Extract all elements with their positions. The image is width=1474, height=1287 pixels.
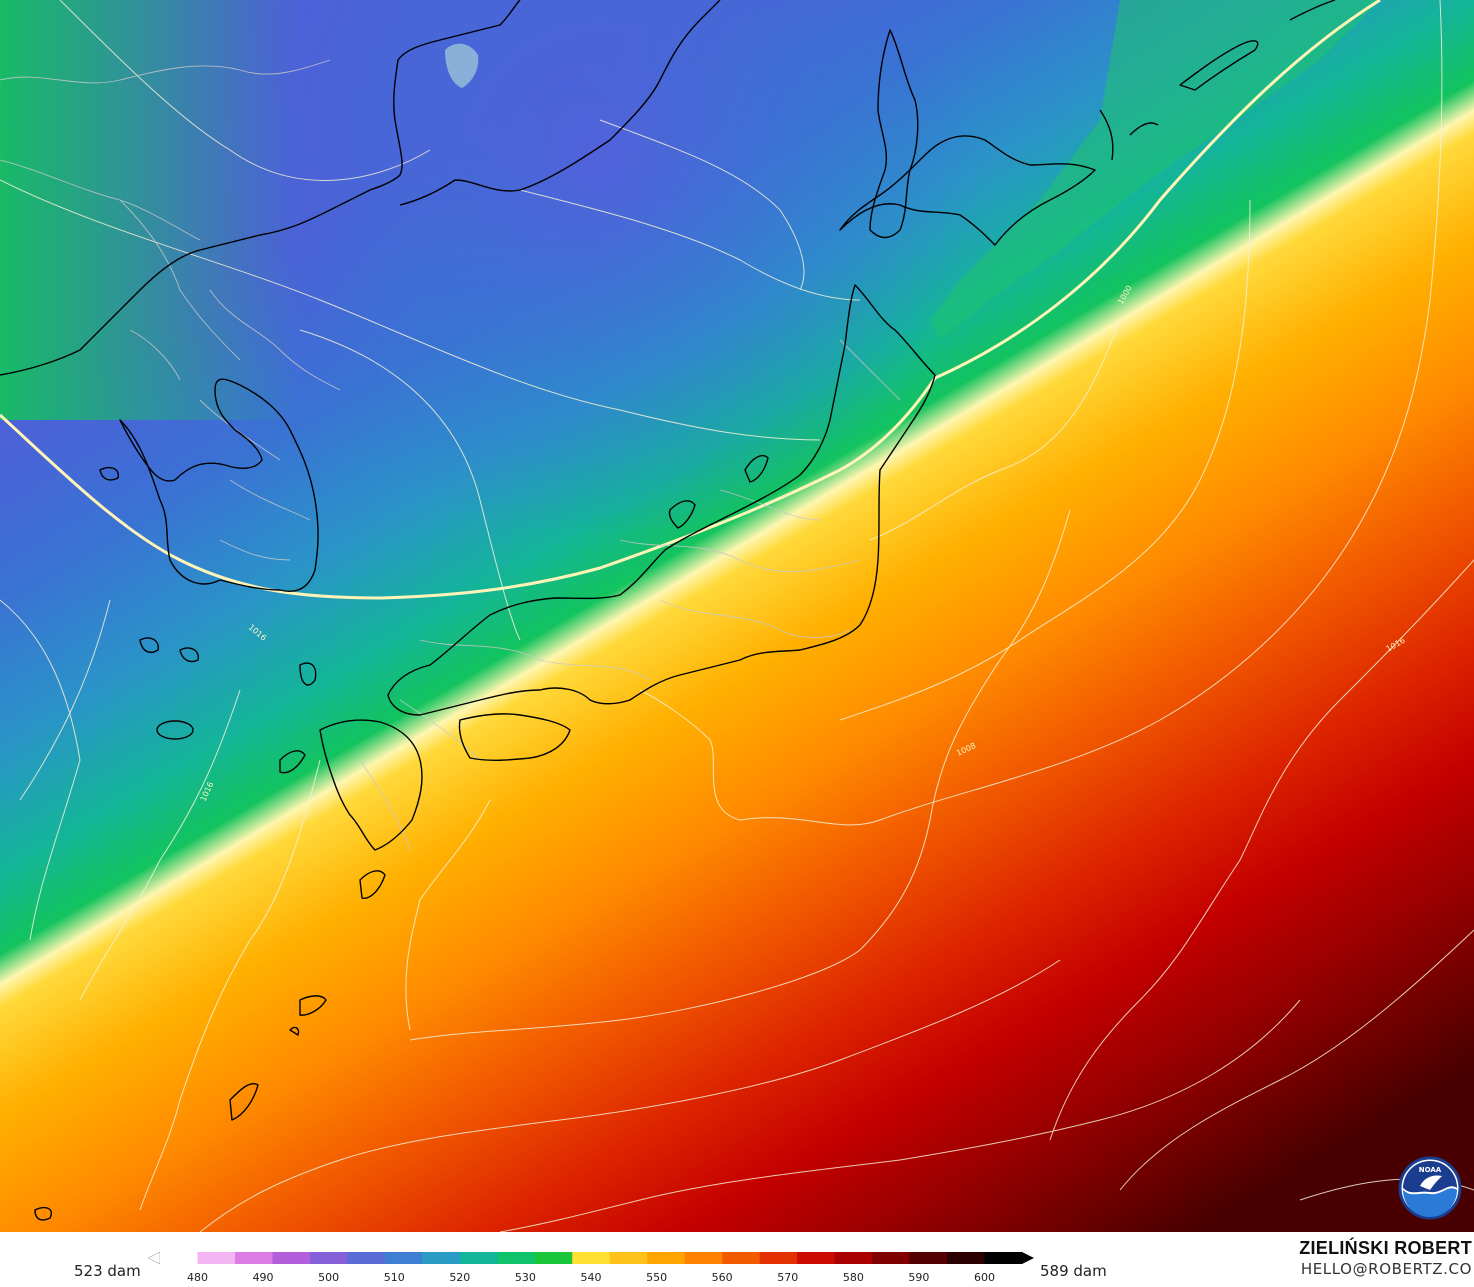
- legend-footer: 523 dam 480 490 500 510 520 530 540 550 560 570 58…: [0, 1232, 1474, 1287]
- low-center: [180, 0, 1020, 530]
- coast-shikoku: [458, 713, 571, 761]
- coast-kyushu: [319, 719, 423, 851]
- coast-okinawa: [299, 995, 327, 1016]
- coast-noto: [668, 500, 696, 529]
- lake-khanka: [445, 43, 479, 88]
- colorbar-segment: [572, 1252, 611, 1264]
- colorbar-tick-label: 540: [581, 1271, 602, 1284]
- colorbar-segment: [909, 1252, 948, 1264]
- colorbar-segment: [422, 1252, 461, 1264]
- max-value-label: 589 dam: [1040, 1262, 1107, 1280]
- colorbar-segment: [272, 1252, 311, 1264]
- colorbar-tick-label: 600: [974, 1271, 995, 1284]
- geopotential-map: 1000 1008 1016 1016 1016: [0, 0, 1474, 1232]
- colorbar-segment: [872, 1252, 911, 1264]
- colorbar-segment: [197, 1252, 236, 1264]
- colorbar-segment: [759, 1252, 798, 1264]
- colorbar-arrow-high: [1022, 1252, 1034, 1264]
- coast-sakhalin: [869, 29, 919, 239]
- coastlines: [0, 0, 1336, 1221]
- coast-jeju: [156, 720, 194, 740]
- coast-korea: [119, 378, 319, 592]
- colorbar-segment: [497, 1252, 536, 1264]
- colorbar-tick-label: 510: [384, 1271, 405, 1284]
- author-credit: ZIELIŃSKI ROBERT: [1299, 1238, 1472, 1258]
- colorbar-segment: [834, 1252, 873, 1264]
- colorbar-segment: [797, 1252, 836, 1264]
- coast-sado: [744, 454, 769, 483]
- colorbar-tick-label: 550: [646, 1271, 667, 1284]
- min-value-label: 523 dam: [74, 1262, 141, 1280]
- colorbar-tick-label: 590: [908, 1271, 929, 1284]
- colorbar-segment: [160, 1252, 198, 1264]
- colorbar-segment: [309, 1252, 348, 1264]
- colorbar-segment: [384, 1252, 423, 1264]
- color-scale-bar: 480 490 500 510 520 530 540 550 560 570 580 590 600: [148, 1251, 1034, 1284]
- colorbar-segment: [684, 1252, 723, 1264]
- author-email: HELLO@ROBERTZ.CO: [1300, 1260, 1472, 1278]
- coast-tatar: [399, 0, 721, 206]
- colorbar-segment: [609, 1252, 648, 1264]
- colorbar-tick-label: 580: [843, 1271, 864, 1284]
- colorbar-segment: [234, 1252, 273, 1264]
- colorbar-tick-label: 490: [253, 1271, 274, 1284]
- coast-mainland: [0, 0, 521, 376]
- colorbar-segment: [984, 1252, 1023, 1264]
- coast-honshu: [387, 284, 936, 716]
- colorbar-tick-label: 530: [515, 1271, 536, 1284]
- colorbar-segment: [459, 1252, 498, 1264]
- colorbar-segment: [347, 1252, 386, 1264]
- colorbar-tick-label: 520: [449, 1271, 470, 1284]
- colorbar-segment: [722, 1252, 761, 1264]
- isobars: [0, 0, 1474, 1232]
- svg-text:NOAA: NOAA: [1419, 1166, 1442, 1174]
- northeast-green-zone: [930, 0, 1380, 340]
- colorbar-segment: [647, 1252, 686, 1264]
- colorbar-segment: [534, 1252, 573, 1264]
- colorbar-tick-label: 500: [318, 1271, 339, 1284]
- colorbar-tick-label: 570: [777, 1271, 798, 1284]
- noaa-logo: NOAA: [1398, 1156, 1462, 1220]
- coast-hokkaido: [839, 135, 1096, 246]
- colorbar-arrow-low: [148, 1251, 161, 1265]
- contour-552: [0, 0, 1381, 600]
- colorbar-segment: [947, 1252, 986, 1264]
- colorbar-tick-label: 560: [712, 1271, 733, 1284]
- colorbar-tick-label: 480: [187, 1271, 208, 1284]
